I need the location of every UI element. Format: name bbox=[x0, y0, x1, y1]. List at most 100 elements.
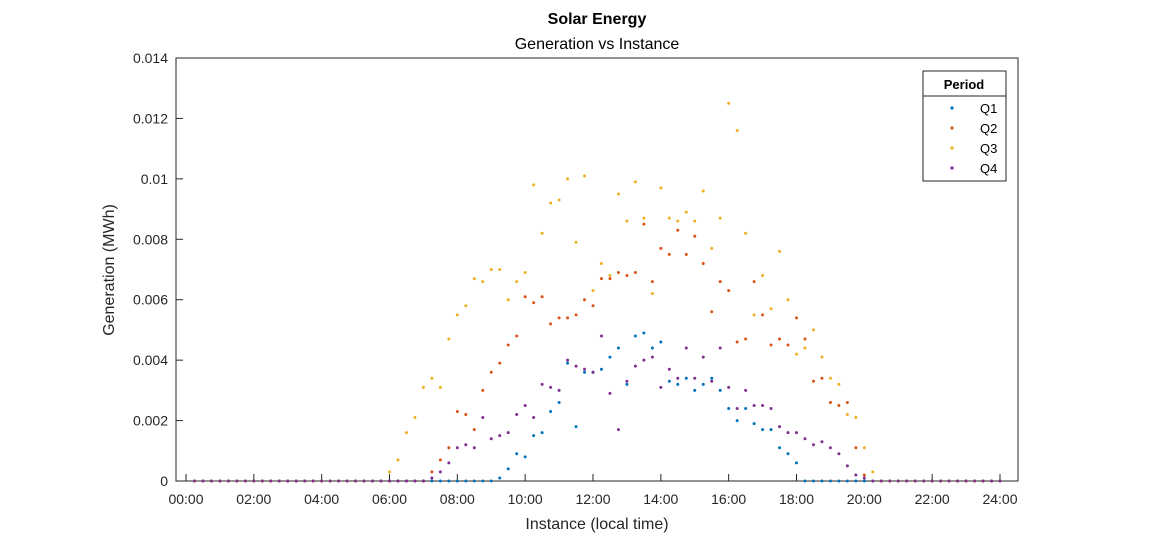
data-point bbox=[862, 476, 866, 480]
data-point bbox=[727, 289, 731, 293]
data-point bbox=[557, 198, 561, 202]
data-point bbox=[735, 340, 739, 344]
data-point bbox=[947, 479, 951, 483]
y-tick-label: 0.008 bbox=[133, 231, 168, 247]
data-point bbox=[845, 479, 849, 483]
data-point bbox=[701, 261, 705, 265]
data-point bbox=[337, 479, 341, 483]
data-point bbox=[447, 446, 451, 450]
data-point bbox=[684, 346, 688, 350]
data-point bbox=[633, 364, 637, 368]
data-point bbox=[786, 343, 790, 347]
data-point bbox=[811, 443, 815, 447]
data-point bbox=[811, 379, 815, 383]
x-tick-label: 16:00 bbox=[711, 491, 746, 507]
data-point bbox=[659, 186, 663, 190]
x-tick-label: 04:00 bbox=[304, 491, 339, 507]
data-point bbox=[735, 419, 739, 423]
data-point bbox=[659, 246, 663, 250]
data-point bbox=[667, 379, 671, 383]
data-point bbox=[438, 470, 442, 474]
data-point bbox=[616, 192, 620, 196]
data-point bbox=[905, 479, 909, 483]
data-point bbox=[388, 479, 391, 483]
data-point bbox=[455, 313, 459, 317]
data-point bbox=[523, 455, 527, 459]
data-point bbox=[532, 416, 536, 420]
data-point bbox=[218, 479, 222, 483]
x-axis: 00:00 02:00 04:00 06:00 08:00 10:00 12:00 14:00… bbox=[168, 474, 1018, 507]
data-point bbox=[727, 385, 731, 389]
data-point bbox=[566, 316, 570, 320]
data-point bbox=[667, 367, 671, 371]
chart-title: Solar Energy bbox=[548, 11, 647, 28]
data-point bbox=[625, 219, 629, 223]
data-point bbox=[795, 461, 798, 465]
data-point bbox=[684, 210, 688, 214]
data-point bbox=[540, 295, 544, 299]
data-point bbox=[583, 367, 587, 371]
data-point bbox=[464, 479, 468, 483]
data-point bbox=[913, 479, 917, 483]
data-point bbox=[684, 376, 688, 380]
data-point bbox=[625, 379, 629, 383]
data-point bbox=[447, 337, 451, 341]
data-point bbox=[735, 129, 739, 133]
data-point bbox=[718, 216, 722, 220]
data-point bbox=[650, 292, 654, 296]
data-point bbox=[243, 479, 247, 483]
data-point bbox=[727, 406, 731, 410]
data-point bbox=[591, 304, 595, 308]
y-tick-label: 0.006 bbox=[133, 292, 168, 308]
data-point bbox=[981, 479, 985, 483]
data-point bbox=[854, 473, 858, 477]
data-point bbox=[540, 231, 544, 235]
data-point bbox=[769, 428, 773, 432]
data-point bbox=[413, 479, 417, 483]
data-point bbox=[710, 246, 714, 250]
data-point bbox=[574, 240, 578, 244]
data-point bbox=[549, 385, 553, 389]
legend-entry: Q3 bbox=[980, 141, 997, 156]
data-point bbox=[438, 458, 442, 462]
data-point bbox=[828, 376, 832, 380]
data-points bbox=[192, 101, 1002, 483]
data-point bbox=[693, 234, 697, 238]
data-point bbox=[608, 277, 612, 281]
data-point bbox=[896, 479, 900, 483]
data-point bbox=[820, 479, 824, 483]
data-point bbox=[472, 446, 476, 450]
data-point bbox=[540, 431, 544, 435]
data-point bbox=[837, 382, 841, 386]
data-point bbox=[498, 476, 502, 480]
x-tick-label: 20:00 bbox=[847, 491, 882, 507]
data-point bbox=[566, 177, 570, 181]
x-tick-label: 00:00 bbox=[168, 491, 203, 507]
data-point bbox=[557, 388, 561, 392]
data-point bbox=[506, 431, 510, 435]
data-point bbox=[438, 385, 442, 389]
data-point bbox=[803, 346, 807, 350]
x-tick-label: 24:00 bbox=[982, 491, 1017, 507]
data-point bbox=[786, 298, 790, 302]
data-point bbox=[803, 479, 807, 483]
series-Q1 bbox=[192, 331, 1002, 483]
data-point bbox=[718, 280, 722, 284]
data-point bbox=[752, 280, 756, 284]
data-point bbox=[226, 479, 230, 483]
data-point bbox=[667, 216, 671, 220]
data-point bbox=[769, 307, 773, 311]
data-point bbox=[447, 461, 451, 465]
data-point bbox=[379, 479, 383, 483]
data-point bbox=[616, 428, 620, 432]
data-point bbox=[786, 431, 790, 435]
data-point bbox=[862, 446, 866, 450]
data-point bbox=[761, 403, 765, 407]
data-point bbox=[269, 479, 273, 483]
data-point bbox=[252, 479, 256, 483]
data-point bbox=[659, 340, 663, 344]
data-point bbox=[591, 289, 595, 293]
data-point bbox=[828, 479, 832, 483]
data-point bbox=[930, 479, 934, 483]
data-point bbox=[828, 446, 832, 450]
